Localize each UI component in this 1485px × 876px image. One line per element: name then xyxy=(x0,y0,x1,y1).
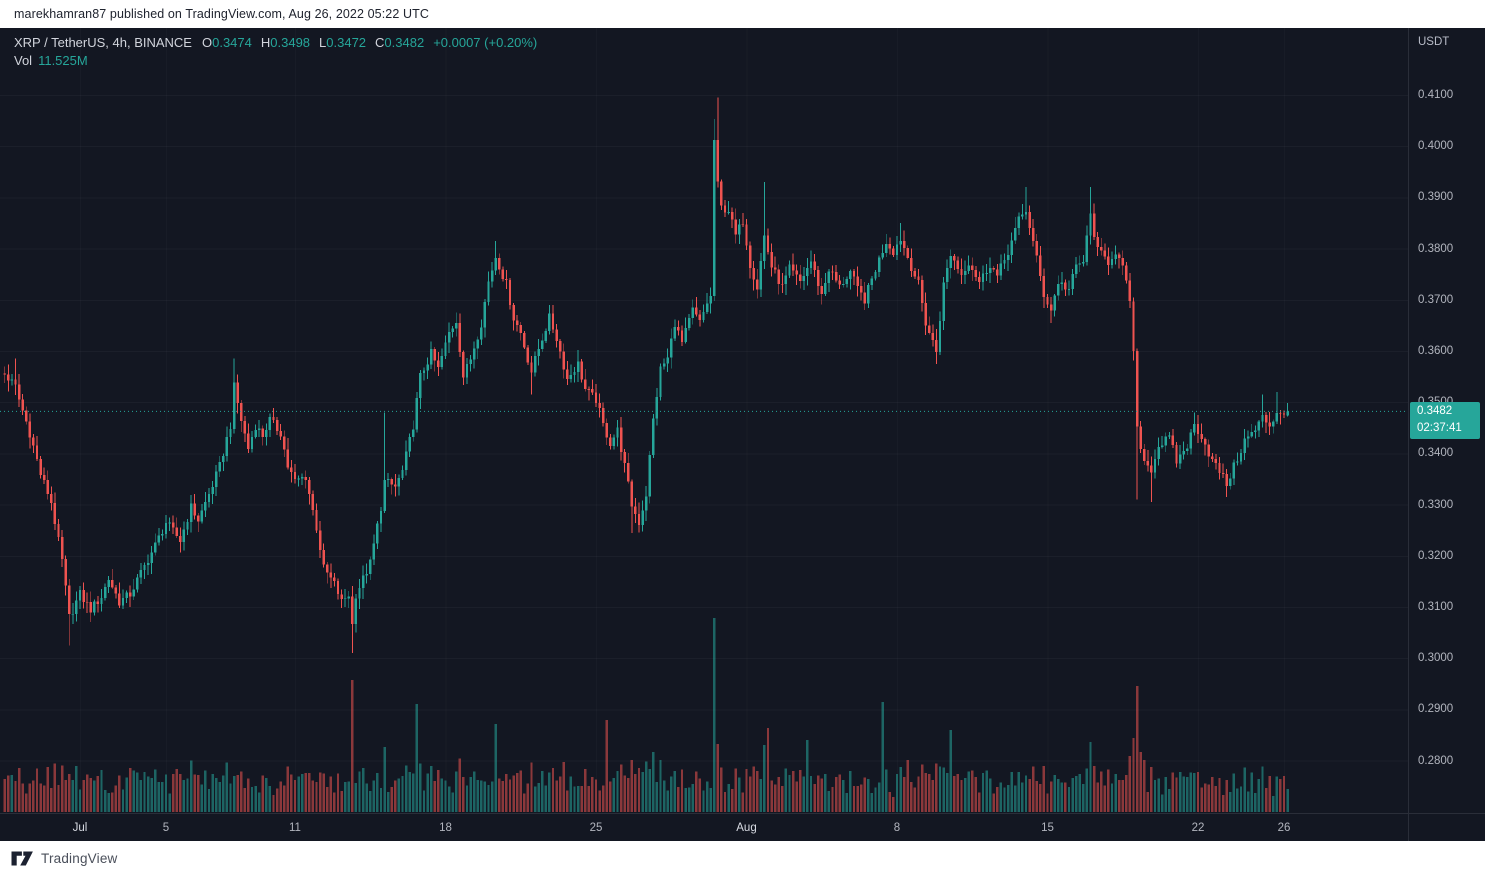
time-tick-label: 8 xyxy=(893,822,901,834)
time-tick-label: Aug xyxy=(736,822,757,834)
attribution-bar: marekhamran87 published on TradingView.c… xyxy=(0,0,1485,28)
attribution-text: marekhamran87 published on TradingView.c… xyxy=(14,7,429,21)
footer-bar: TradingView xyxy=(0,841,1485,876)
price-change: +0.0007 (+0.20%) xyxy=(433,35,538,50)
time-axis[interactable]: Jul 5 11 18 25 Aug 8 15 22 26 xyxy=(0,813,1485,842)
time-tick-label: Jul xyxy=(72,822,88,834)
time-tick-label: 25 xyxy=(589,822,603,834)
symbol-title: XRP / TetherUS, 4h, BINANCE xyxy=(14,35,192,50)
price-tick-label: 0.3800 xyxy=(1418,242,1454,255)
price-axis[interactable]: USDT 0.4100 0.4000 0.3900 0.3800 0.3700 0.360… xyxy=(1408,28,1485,813)
time-tick-label: 26 xyxy=(1277,822,1291,834)
ohlc-high: H0.3498 xyxy=(260,35,311,50)
price-tick-label: 0.3200 xyxy=(1418,549,1454,562)
price-tick-label: 0.3900 xyxy=(1418,191,1454,204)
price-axis-unit: USDT xyxy=(1418,36,1450,48)
price-tick-label: 0.3000 xyxy=(1418,652,1454,665)
axis-corner-separator xyxy=(1408,814,1409,842)
time-tick-label: 11 xyxy=(289,822,301,834)
time-tick-label: 22 xyxy=(1191,822,1205,834)
ohlc-open: O0.3474 xyxy=(201,35,252,50)
price-tick-label: 0.3400 xyxy=(1418,447,1454,460)
chart-area: XRP / TetherUS, 4h, BINANCE O0.3474 H0.3… xyxy=(0,28,1485,842)
candle-series xyxy=(3,97,1289,654)
price-tick-label: 0.2800 xyxy=(1418,754,1454,767)
last-price-tag: 0.3482 02:37:41 xyxy=(1410,402,1480,439)
time-tick-label: 5 xyxy=(162,822,170,834)
tradingview-logo-icon[interactable] xyxy=(11,850,34,867)
symbol-ohlc-row: XRP / TetherUS, 4h, BINANCE O0.3474 H0.3… xyxy=(14,35,537,51)
price-tick-label: 0.3700 xyxy=(1418,293,1454,306)
price-tick-label: 0.2900 xyxy=(1418,703,1454,716)
volume-label: Vol xyxy=(14,53,33,68)
ohlc-close: C0.3482 xyxy=(375,35,425,50)
time-tick-label: 15 xyxy=(1041,822,1054,834)
bar-countdown: 02:37:41 xyxy=(1417,422,1462,434)
grid-lines xyxy=(0,95,1409,762)
ohlc-low: L0.3472 xyxy=(319,35,367,50)
pane-header: XRP / TetherUS, 4h, BINANCE O0.3474 H0.3… xyxy=(14,35,537,69)
price-tick-label: 0.4100 xyxy=(1418,89,1454,101)
time-tick-label: 18 xyxy=(439,822,452,834)
price-tick-label: 0.3300 xyxy=(1418,498,1454,511)
volume-row: Vol 11.525M xyxy=(14,53,537,69)
volume-value: 11.525M xyxy=(38,53,88,68)
price-chart-canvas[interactable] xyxy=(0,28,1409,813)
tradingview-brand-text[interactable]: TradingView xyxy=(41,851,118,866)
price-tick-label: 0.3600 xyxy=(1418,345,1454,357)
volume-series xyxy=(3,618,1289,812)
price-tick-label: 0.4000 xyxy=(1418,140,1454,153)
last-price-value: 0.3482 xyxy=(1417,405,1453,417)
price-tick-label: 0.3100 xyxy=(1418,601,1454,613)
